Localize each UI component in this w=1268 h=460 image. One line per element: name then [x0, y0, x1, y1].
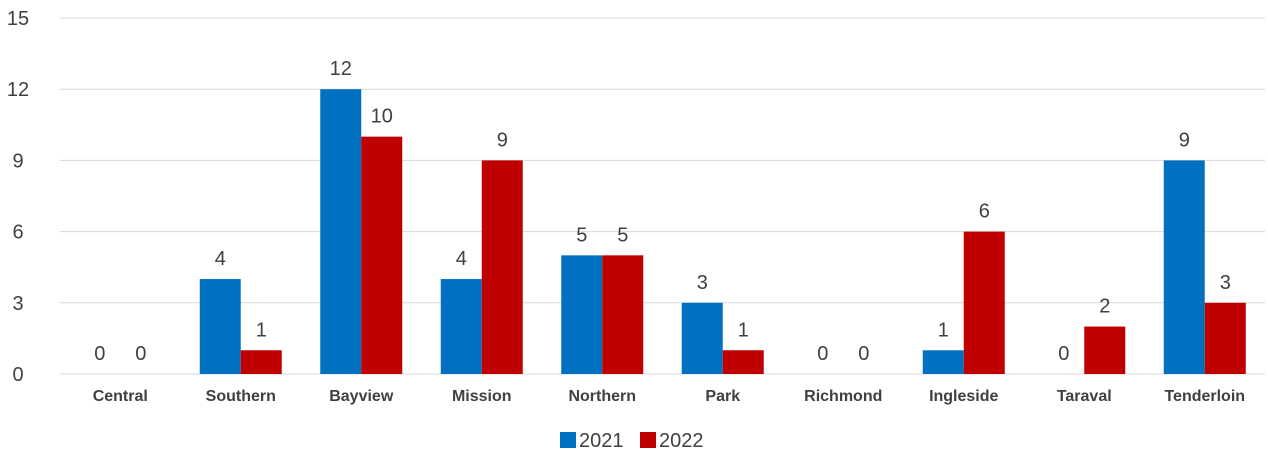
- x-category-label: Central: [93, 388, 148, 405]
- bar-2021-northern: [561, 255, 603, 374]
- legend-label-2022: 2022: [659, 430, 704, 452]
- x-category-label: Northern: [568, 388, 636, 405]
- legend-item-2021: 2021: [560, 430, 624, 452]
- x-category-label: Tenderloin: [1164, 388, 1245, 405]
- x-category-label: Park: [705, 388, 740, 405]
- bar-2022-taraval: [1084, 326, 1126, 374]
- x-axis-categories: Central Southern Bayview Mission Northern Par…: [93, 388, 1245, 405]
- data-label-2021-southern: 4: [215, 248, 226, 270]
- legend-swatch-2022: [640, 432, 656, 448]
- data-label-2022-northern: 5: [617, 224, 628, 246]
- bar-2022-mission: [481, 160, 523, 374]
- bar-2021-bayview: [320, 89, 362, 374]
- data-label-2022-tenderloin: 3: [1220, 272, 1231, 294]
- y-tick-label: 9: [12, 150, 23, 172]
- data-label-2022-ingleside: 6: [979, 201, 990, 223]
- bar-2021-mission: [440, 279, 482, 374]
- bar-2022-northern: [602, 255, 644, 374]
- bar-2022-southern: [240, 350, 282, 374]
- bar-2021-park: [681, 302, 723, 374]
- x-category-label: Bayview: [329, 388, 394, 405]
- data-label-2022-bayview: 10: [371, 106, 393, 128]
- bar-2022-park: [722, 350, 764, 374]
- y-tick-label: 0: [12, 364, 23, 386]
- data-label-2021-ingleside: 1: [938, 319, 949, 341]
- y-axis-ticks: 0 3 6 9 12 15: [7, 8, 29, 386]
- data-label-2022-southern: 1: [256, 319, 267, 341]
- legend-item-2022: 2022: [640, 430, 704, 452]
- y-tick-label: 6: [12, 222, 23, 244]
- data-label-2021-northern: 5: [576, 224, 587, 246]
- data-label-2021-tenderloin: 9: [1179, 129, 1190, 151]
- data-label-2021-taraval: 0: [1058, 343, 1069, 365]
- data-label-2021-bayview: 12: [330, 58, 352, 80]
- x-category-label: Taraval: [1057, 388, 1112, 405]
- data-label-2021-central: 0: [94, 343, 105, 365]
- bars: [199, 89, 1246, 374]
- data-label-2021-mission: 4: [456, 248, 467, 270]
- y-tick-label: 3: [12, 293, 23, 315]
- y-tick-label: 12: [7, 79, 29, 101]
- x-category-label: Richmond: [804, 388, 882, 405]
- data-label-2022-richmond: 0: [858, 343, 869, 365]
- gridlines: [60, 17, 1265, 375]
- data-label-2022-central: 0: [135, 343, 146, 365]
- bar-2021-southern: [199, 279, 241, 374]
- bar-2022-tenderloin: [1204, 302, 1246, 374]
- legend: 2021 2022: [560, 430, 704, 452]
- x-category-label: Ingleside: [929, 388, 998, 405]
- data-label-2022-park: 1: [738, 319, 749, 341]
- x-category-label: Mission: [452, 388, 512, 405]
- data-label-2022-taraval: 2: [1099, 296, 1110, 318]
- x-category-label: Southern: [206, 388, 276, 405]
- y-tick-label: 15: [7, 8, 29, 30]
- data-label-2021-park: 3: [697, 272, 708, 294]
- legend-label-2021: 2021: [579, 430, 624, 452]
- bar-2022-ingleside: [963, 231, 1005, 374]
- data-label-2021-richmond: 0: [817, 343, 828, 365]
- bar-2021-tenderloin: [1163, 160, 1205, 374]
- data-label-2022-mission: 9: [497, 129, 508, 151]
- legend-swatch-2021: [560, 432, 576, 448]
- bar-2022-bayview: [361, 136, 403, 374]
- bar-2021-ingleside: [922, 350, 964, 374]
